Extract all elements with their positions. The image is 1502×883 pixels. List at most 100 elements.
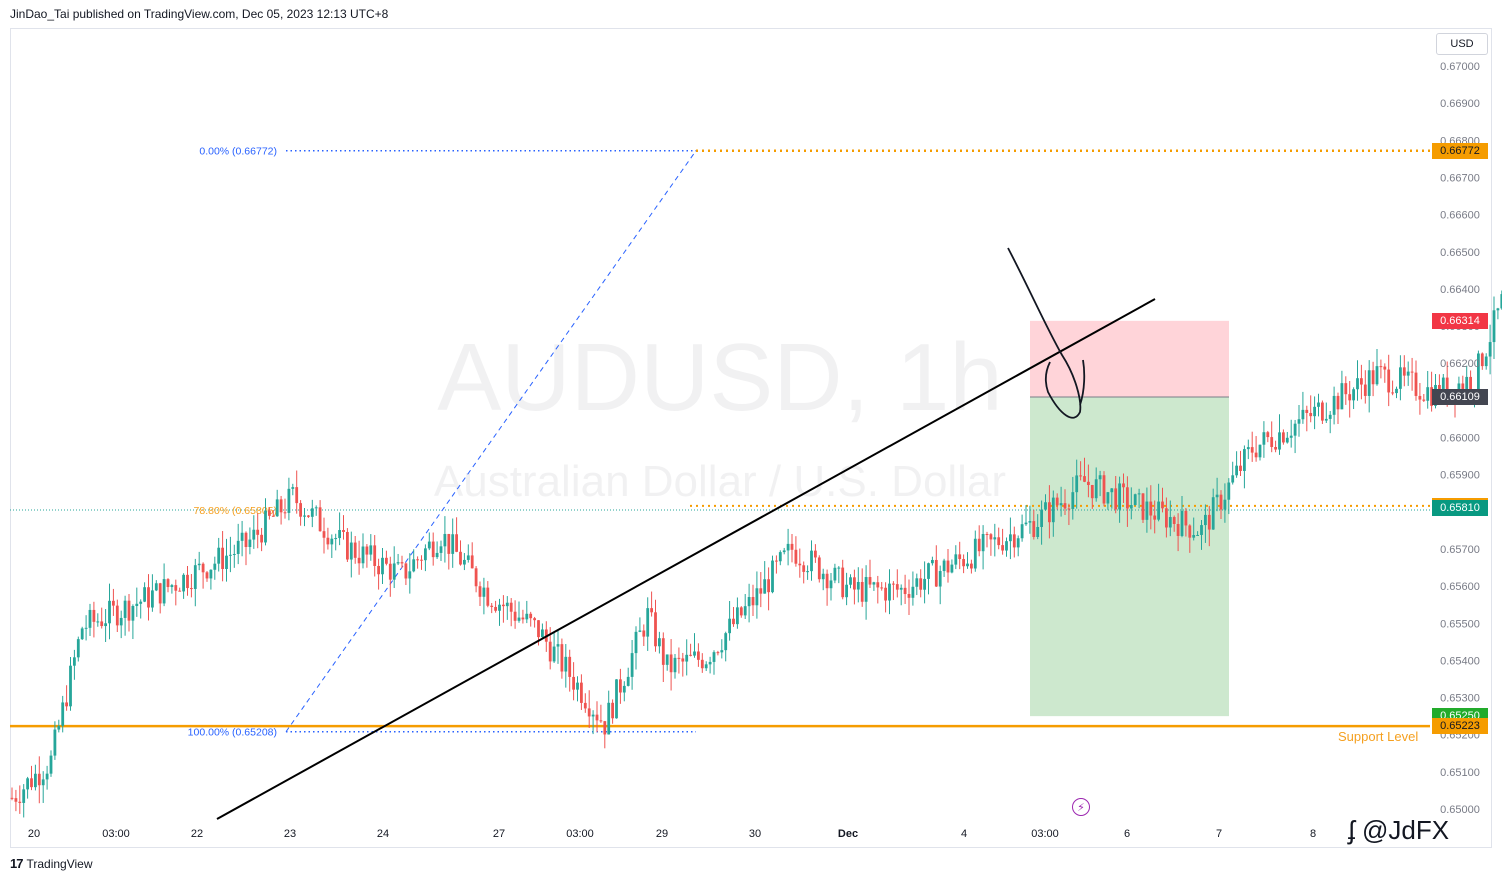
candle-body — [1418, 395, 1422, 400]
candle-body — [1266, 432, 1270, 438]
candle-body — [736, 607, 739, 625]
candle-body — [162, 579, 166, 604]
time-tick-label: 29 — [656, 828, 668, 840]
candle-body — [381, 557, 384, 575]
candle-body — [248, 539, 252, 548]
candle-body — [478, 586, 482, 597]
candle-body — [973, 538, 977, 569]
candle-body — [361, 546, 365, 564]
candle-body — [463, 559, 466, 565]
candle-body — [1090, 485, 1094, 499]
candle-body — [934, 559, 938, 587]
candle-body — [595, 714, 599, 721]
candle-body — [541, 629, 544, 638]
time-tick-label: 30 — [749, 828, 761, 840]
candle-body — [37, 773, 41, 786]
candle-body — [1200, 525, 1203, 535]
candle-body — [860, 581, 864, 602]
chart-frame — [10, 28, 1492, 848]
candle-body — [798, 563, 802, 566]
candle-body — [1445, 377, 1449, 399]
candle-body — [154, 583, 158, 591]
candle-body — [856, 581, 860, 590]
candle-body — [1207, 514, 1211, 530]
candle-body — [958, 554, 962, 560]
candle-body — [767, 579, 770, 593]
candle-body — [1161, 501, 1164, 509]
candle-body — [1145, 501, 1149, 520]
candle-body — [318, 507, 322, 532]
candle-body — [416, 559, 419, 561]
price-tick-label: 0.65100 — [1440, 767, 1480, 779]
candle-body — [669, 654, 673, 673]
candle-body — [1149, 501, 1153, 516]
candle-body — [1469, 376, 1472, 392]
candle-body — [849, 577, 852, 585]
time-tick-label: 6 — [1124, 828, 1130, 840]
lightning-icon[interactable]: ⚡ — [1072, 798, 1090, 816]
time-tick-label: 27 — [493, 828, 505, 840]
candle-body — [190, 588, 193, 590]
candle-body — [404, 563, 408, 579]
candle-body — [80, 628, 84, 640]
candle-body — [119, 617, 123, 626]
candle-body — [1215, 494, 1219, 498]
candle-body — [1172, 517, 1176, 525]
candle-body — [147, 587, 150, 608]
candle-body — [903, 587, 907, 595]
watermark-description: Australian Dollar / U.S. Dollar — [434, 457, 1006, 506]
candle-body — [115, 605, 119, 626]
candle-body — [151, 590, 154, 608]
candle-body — [197, 563, 201, 566]
candle-body — [76, 639, 80, 658]
price-tick-label: 0.65400 — [1440, 655, 1480, 667]
candle-body — [599, 720, 603, 722]
candle-body — [591, 714, 595, 717]
candle-body — [435, 552, 439, 558]
take-profit-zone — [1030, 397, 1229, 717]
candle-body — [989, 534, 993, 540]
candle-body — [626, 676, 630, 686]
currency-button[interactable]: USD — [1436, 33, 1488, 55]
candle-body — [1141, 493, 1145, 520]
candle-body — [158, 583, 162, 604]
candle-body — [564, 656, 568, 672]
candle-body — [1500, 294, 1502, 309]
candle-body — [1422, 399, 1426, 401]
candle-body — [466, 555, 470, 560]
published-header: JinDao_Tai published on TradingView.com,… — [10, 7, 389, 21]
signature-text: @JdFX — [1362, 815, 1450, 845]
candle-body — [739, 607, 743, 616]
candle-body — [498, 604, 501, 611]
candle-body — [950, 564, 954, 573]
candle-body — [985, 533, 989, 535]
price-tick-label: 0.66000 — [1440, 433, 1480, 445]
candle-body — [1410, 371, 1414, 373]
candle-body — [166, 579, 170, 588]
price-tick-label: 0.65600 — [1440, 581, 1480, 593]
candle-body — [1067, 508, 1071, 510]
candle-body — [771, 560, 774, 593]
candle-body — [1332, 395, 1336, 415]
candle-body — [322, 531, 326, 538]
candle-body — [1321, 402, 1324, 421]
candle-body — [1075, 475, 1079, 493]
support-level-label: Support Level — [1338, 729, 1419, 744]
candle-body — [490, 605, 494, 607]
candle-body — [1324, 418, 1328, 421]
candle-body — [505, 602, 509, 607]
candle-body — [123, 600, 127, 618]
candle-body — [135, 603, 139, 606]
price-tick-label: 0.65300 — [1440, 693, 1480, 705]
price-tick-label: 0.66900 — [1440, 98, 1480, 110]
candle-body — [217, 547, 221, 564]
time-tick-label: 24 — [377, 828, 389, 840]
candle-body — [1297, 419, 1301, 424]
candle-body — [775, 560, 778, 562]
candle-body — [622, 685, 626, 693]
candle-body — [919, 578, 923, 590]
candle-body — [271, 515, 275, 517]
candle-body — [287, 488, 291, 513]
candle-body — [970, 563, 973, 569]
